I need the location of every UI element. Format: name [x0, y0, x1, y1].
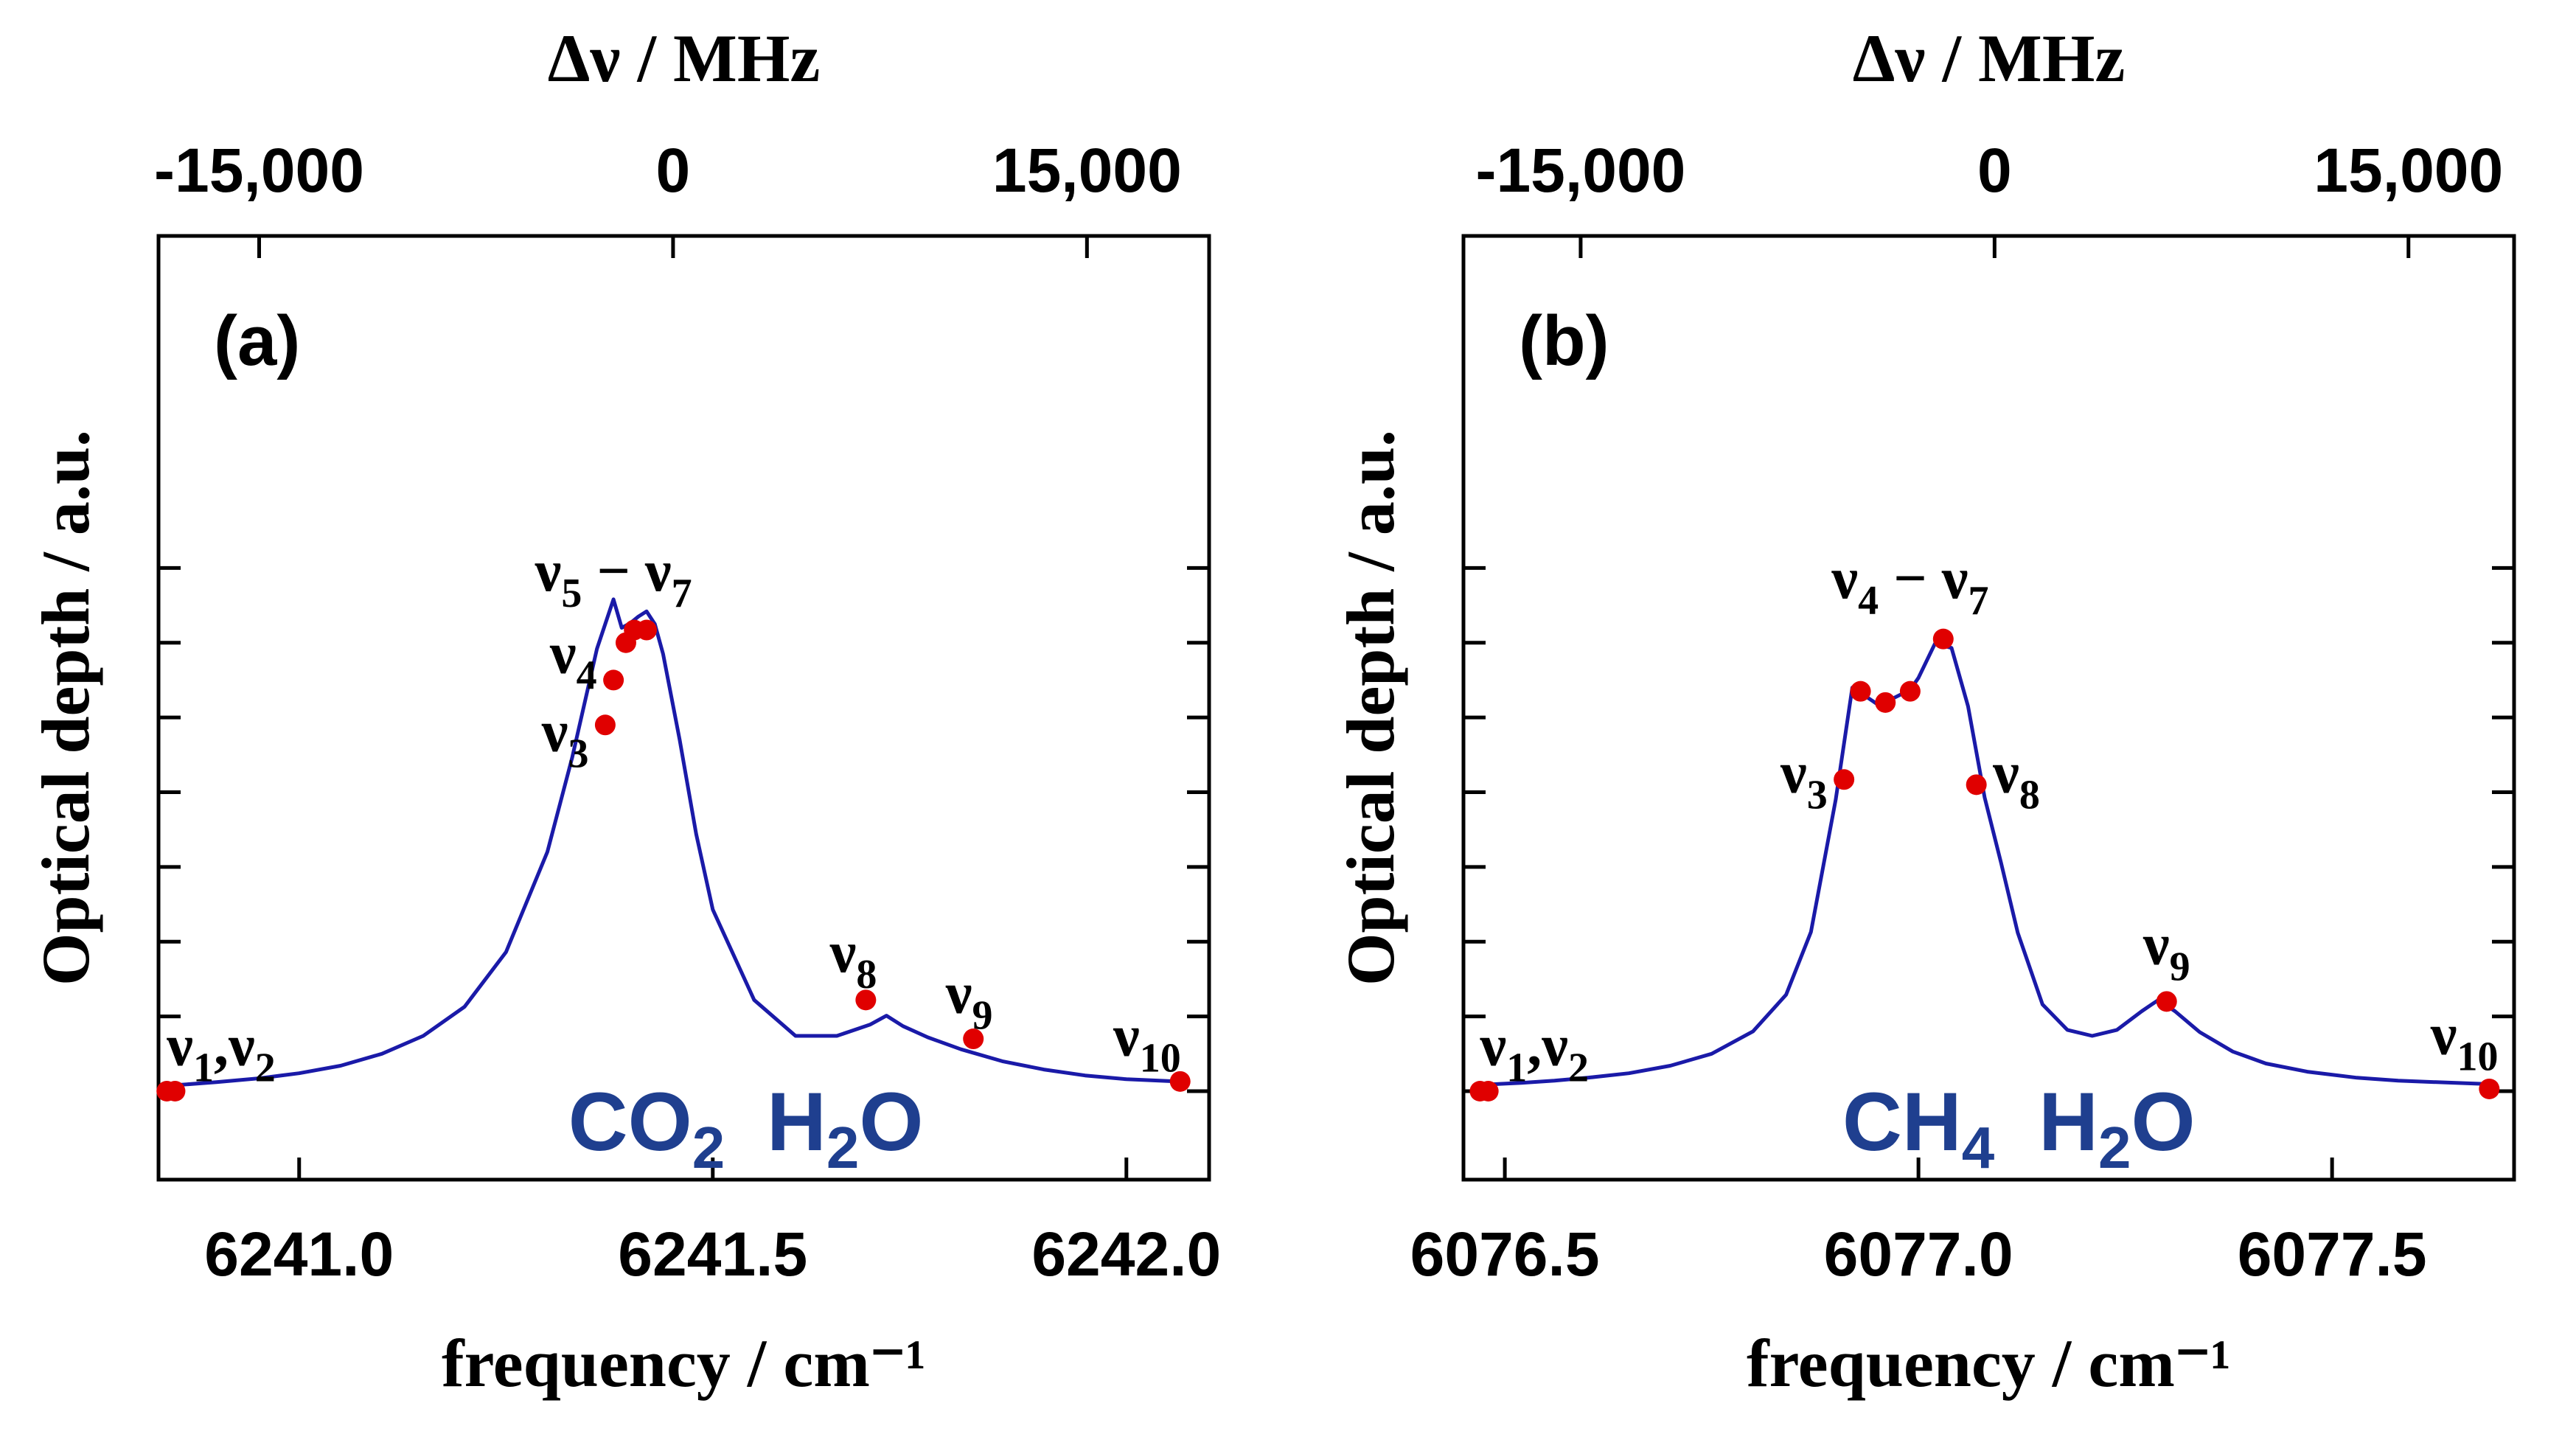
data-point — [855, 989, 877, 1011]
x-tick-label: 6242.0 — [1031, 1219, 1221, 1289]
data-point — [1899, 681, 1921, 702]
data-point — [603, 669, 624, 691]
x-axis-title: frequency / cm⁻¹ — [442, 1326, 926, 1401]
data-point — [1850, 681, 1871, 702]
chart-panel-a: 6241.0 6241.5 6242.0 -15,000 0 15,000 frequenc… — [28, 21, 1221, 1401]
series-line-0 — [166, 597, 1177, 1088]
y-axis-title: Optical depth / a.u. — [1333, 430, 1408, 986]
x-tick-label: 6077.5 — [2238, 1219, 2427, 1289]
mode-label: ν1,ν2 — [166, 1014, 275, 1091]
mode-label: ν3 — [1780, 740, 1828, 818]
x2-tick-label: -15,000 — [1475, 136, 1685, 205]
data-point — [1875, 692, 1896, 713]
data-point — [1966, 774, 1987, 796]
plot-frame — [156, 234, 1211, 1182]
data-point — [594, 714, 616, 736]
x2-tick-label: 0 — [1977, 136, 2012, 205]
x2-axis-title: Δν / MHz — [548, 21, 821, 96]
mode-label: ν1,ν2 — [1479, 1014, 1589, 1091]
mode-label: ν4 − ν7 — [1831, 546, 1988, 624]
x2-tick-label: -15,000 — [154, 136, 364, 205]
x2-tick-label: 15,000 — [2314, 136, 2503, 205]
y-axis-title: Optical depth / a.u. — [28, 430, 103, 986]
mode-label: ν10 — [2430, 1002, 2499, 1079]
mode-label: ν9 — [945, 961, 993, 1039]
data-point — [2156, 991, 2177, 1012]
data-point — [1477, 1081, 1499, 1101]
data-point — [164, 1081, 186, 1101]
data-point — [636, 619, 658, 641]
chart-panel-b: 6076.5 6077.0 6077.5 -15,000 0 15,000 frequenc… — [1333, 21, 2516, 1401]
series-line-0 — [1480, 641, 2498, 1087]
species-label: H2O — [2039, 1076, 2196, 1180]
species-label: CH4 — [1842, 1076, 1995, 1180]
data-point — [1169, 1071, 1191, 1092]
x-tick-label: 6077.0 — [1824, 1219, 2013, 1289]
mode-label: ν9 — [2142, 913, 2190, 990]
mode-label: ν10 — [1113, 1003, 1181, 1081]
x2-axis-title: Δν / MHz — [1853, 21, 2126, 96]
x2-tick-label: 0 — [656, 136, 691, 205]
x-tick-label: 6076.5 — [1410, 1219, 1600, 1289]
x2-tick-label: 15,000 — [992, 136, 1182, 205]
data-point — [1834, 769, 1855, 790]
species-label: H2O — [767, 1076, 924, 1180]
panel-label: (b) — [1519, 302, 1609, 380]
panel-label: (a) — [214, 302, 300, 380]
data-point — [1932, 628, 1954, 650]
mode-label: ν8 — [829, 920, 877, 998]
plot-frame — [1461, 234, 2516, 1182]
mode-label: ν3 — [541, 700, 589, 777]
data-point — [2479, 1078, 2500, 1099]
x-tick-label: 6241.5 — [618, 1219, 807, 1289]
mode-label: ν8 — [1992, 740, 2040, 818]
species-label: CO2 — [568, 1076, 725, 1180]
x-axis-title: frequency / cm⁻¹ — [1747, 1326, 2231, 1401]
mode-label: ν4 — [549, 621, 597, 698]
x-tick-label: 6241.0 — [204, 1219, 394, 1289]
data-point — [963, 1028, 984, 1050]
mode-label: ν5 − ν7 — [535, 539, 692, 616]
